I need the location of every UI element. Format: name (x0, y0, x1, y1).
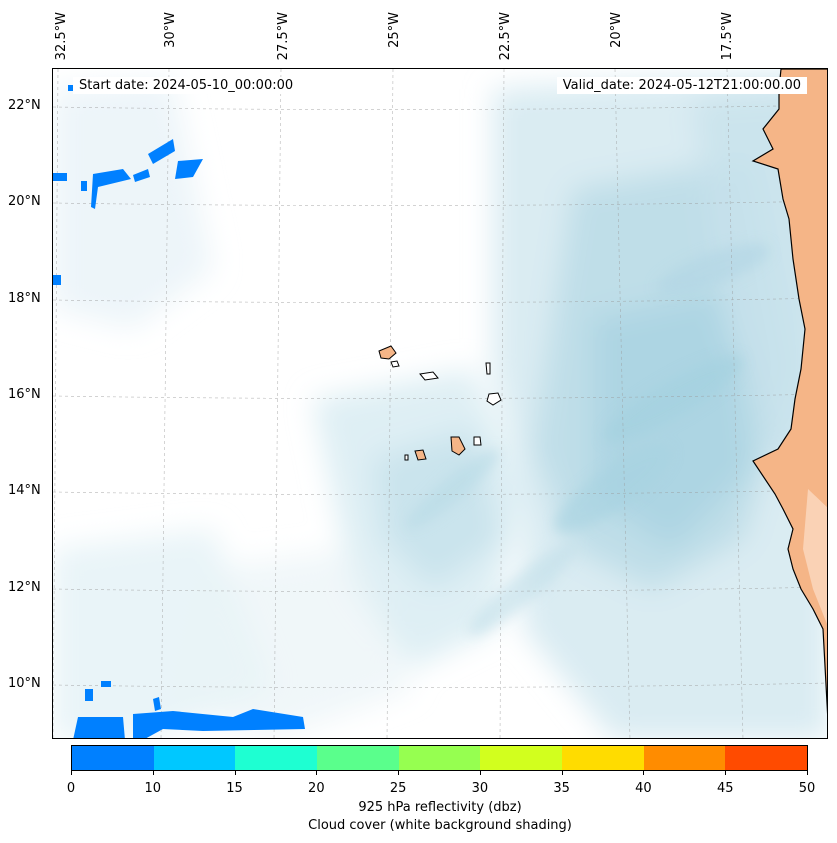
lat-label-22n: 22°N (8, 98, 41, 113)
colorbar-tick-mark (479, 770, 481, 775)
lon-label-17-5w: 17.5°W (720, 12, 735, 61)
reflectivity-patches (53, 85, 305, 738)
colorbar-segment-0 (72, 746, 154, 770)
lat-label-12n: 12°N (8, 580, 41, 595)
colorbar-segment-3 (317, 746, 399, 770)
lon-label-20w: 20°W (609, 12, 624, 48)
lat-label-10n: 10°N (8, 676, 41, 691)
reflectivity-colorbar (71, 745, 808, 771)
lat-label-20n: 20°N (8, 194, 41, 209)
cape-verde-islands (378, 345, 502, 461)
colorbar-sublabel: Cloud cover (white background shading) (308, 818, 572, 833)
lat-label-18n: 18°N (8, 291, 41, 306)
colorbar-segment-8 (725, 746, 808, 770)
cloud-cover-shading (53, 69, 827, 738)
lon-label-30w: 30°W (163, 12, 178, 48)
colorbar-segment-1 (153, 746, 236, 770)
colorbar-tick-label: 50 (798, 781, 816, 796)
colorbar-tick-label: 20 (308, 781, 325, 796)
lon-label-32-5w: 32.5°W (54, 12, 69, 61)
colorbar-segment-5 (480, 746, 563, 770)
lon-label-25w: 25°W (387, 12, 402, 48)
colorbar-tick-label: 0 (66, 781, 76, 796)
lat-label-14n: 14°N (8, 483, 41, 498)
colorbar-segment-6 (562, 746, 644, 770)
africa-coast-land (751, 69, 827, 715)
colorbar-tick-mark (152, 770, 154, 775)
colorbar-tick-label: 25 (389, 781, 407, 796)
colorbar-tick-label: 40 (635, 781, 652, 796)
valid-date-label: Valid_date: 2024-05-12T21:00:00.00 (556, 77, 807, 94)
colorbar-tick-label: 30 (471, 781, 489, 796)
grid-lines (53, 69, 827, 738)
colorbar-segment-7 (643, 746, 726, 770)
lon-label-27-5w: 27.5°W (276, 12, 291, 61)
start-date-label: Start date: 2024-05-10_00:00:00 (73, 77, 300, 94)
colorbar-tick-label: 35 (553, 781, 570, 796)
lat-label-16n: 16°N (8, 387, 41, 402)
map-canvas (53, 69, 827, 738)
colorbar-tick-mark (725, 770, 727, 775)
colorbar-segment-4 (398, 746, 481, 770)
colorbar-tick-mark (316, 770, 318, 775)
lon-label-22-5w: 22.5°W (498, 12, 513, 61)
colorbar-tick-mark (71, 770, 72, 775)
colorbar-tick-mark (643, 770, 645, 775)
colorbar-tick-mark (398, 770, 400, 775)
cloud-streaks (406, 243, 770, 636)
colorbar-tick-label: 15 (226, 781, 243, 796)
colorbar-label: 925 hPa reflectivity (dbz) (358, 800, 522, 815)
colorbar-tick-mark (561, 770, 563, 775)
colorbar-segment-2 (235, 746, 318, 770)
colorbar-tick-mark (807, 770, 808, 775)
map-area[interactable]: Start date: 2024-05-10_00:00:00 Valid_da… (52, 68, 828, 739)
colorbar-tick-label: 45 (716, 781, 734, 796)
colorbar-tick-mark (234, 770, 236, 775)
colorbar-tick-label: 10 (144, 781, 162, 796)
